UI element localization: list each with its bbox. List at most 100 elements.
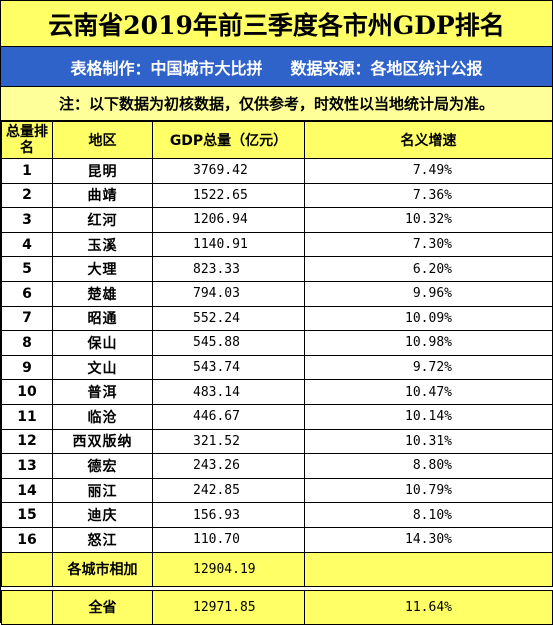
- growth-cell: 9.72%: [304, 354, 553, 381]
- subtotal-label: 各城市相加: [52, 551, 153, 587]
- table-row: 10 普洱 483.14 10.47%: [1, 379, 553, 405]
- table-row: 16 怒江 110.70 14.30%: [1, 526, 553, 553]
- region-cell: 文山: [52, 354, 153, 381]
- rank-cell: 11: [1, 403, 53, 430]
- region-cell: 昆明: [52, 158, 153, 184]
- total-label: 全省: [52, 589, 153, 625]
- growth-cell: 10.79%: [304, 477, 553, 504]
- rank-cell: 13: [1, 453, 53, 479]
- growth-cell: 10.47%: [304, 379, 553, 405]
- gdp-cell: 823.33: [152, 256, 305, 282]
- gdp-cell: 243.26: [152, 453, 305, 479]
- table-row: 6 楚雄 794.03 9.96%: [1, 280, 553, 307]
- growth-cell: 8.80%: [304, 453, 553, 479]
- table-row: 5 大理 823.33 6.20%: [1, 256, 553, 282]
- rank-cell: 14: [1, 477, 53, 504]
- table-header-row: 总量排名 地区 GDP总量（亿元） 名义增速: [1, 121, 553, 159]
- header-region: 地区: [52, 121, 153, 159]
- region-cell: 临沧: [52, 403, 153, 430]
- rank-cell: 9: [1, 354, 53, 381]
- disclaimer-note: 注：以下数据为初核数据，仅供参考，时效性以当地统计局为准。: [1, 87, 552, 121]
- gdp-cell: 1140.91: [152, 231, 305, 258]
- table-row: 1 昆明 3769.42 7.49%: [1, 158, 553, 184]
- growth-cell: 10.09%: [304, 305, 553, 332]
- growth-cell: 6.20%: [304, 256, 553, 282]
- growth-cell: 9.96%: [304, 280, 553, 307]
- rank-cell: 1: [1, 158, 53, 184]
- rank-cell: 2: [1, 182, 53, 209]
- gdp-cell: 552.24: [152, 305, 305, 332]
- gdp-cell: 156.93: [152, 502, 305, 528]
- growth-cell: 10.31%: [304, 428, 553, 455]
- gdp-cell: 446.67: [152, 403, 305, 430]
- growth-cell: 10.98%: [304, 330, 553, 356]
- gdp-cell: 483.14: [152, 379, 305, 405]
- rank-cell: 4: [1, 231, 53, 258]
- table-row: 8 保山 545.88 10.98%: [1, 330, 553, 356]
- table-row: 7 昭通 552.24 10.09%: [1, 305, 553, 332]
- table-row: 14 丽江 242.85 10.79%: [1, 477, 553, 504]
- region-cell: 保山: [52, 330, 153, 356]
- region-cell: 红河: [52, 207, 153, 233]
- table-body: 1 昆明 3769.42 7.49% 2 曲靖 1522.65 7.36% 3 红河 1206.94…: [1, 158, 553, 553]
- rank-cell: 5: [1, 256, 53, 282]
- region-cell: 大理: [52, 256, 153, 282]
- credit-bar: 表格制作：中国城市大比拼 数据来源：各地区统计公报: [1, 47, 552, 87]
- rank-cell: 10: [1, 379, 53, 405]
- subtotal-growth: [304, 551, 553, 587]
- region-cell: 迪庆: [52, 502, 153, 528]
- total-rank-cell: [1, 589, 53, 625]
- table-row: 9 文山 543.74 9.72%: [1, 354, 553, 381]
- growth-cell: 7.30%: [304, 231, 553, 258]
- table-row: 15 迪庆 156.93 8.10%: [1, 502, 553, 528]
- growth-cell: 10.14%: [304, 403, 553, 430]
- rank-cell: 16: [1, 526, 53, 553]
- gdp-cell: 794.03: [152, 280, 305, 307]
- gdp-cell: 242.85: [152, 477, 305, 504]
- gdp-cell: 543.74: [152, 354, 305, 381]
- rank-cell: 8: [1, 330, 53, 356]
- header-gdp: GDP总量（亿元）: [152, 121, 305, 159]
- gdp-table: 总量排名 地区 GDP总量（亿元） 名义增速 1 昆明 3769.42 7.49% 2 曲…: [1, 121, 553, 625]
- header-rank: 总量排名: [1, 121, 53, 159]
- gdp-cell: 1522.65: [152, 182, 305, 209]
- gdp-cell: 321.52: [152, 428, 305, 455]
- growth-cell: 14.30%: [304, 526, 553, 553]
- rank-cell: 7: [1, 305, 53, 332]
- rank-cell: 15: [1, 502, 53, 528]
- rank-cell: 3: [1, 207, 53, 233]
- gdp-cell: 545.88: [152, 330, 305, 356]
- table-row: 11 临沧 446.67 10.14%: [1, 403, 553, 430]
- subtotal-rank-cell: [1, 551, 53, 587]
- region-cell: 丽江: [52, 477, 153, 504]
- rank-cell: 12: [1, 428, 53, 455]
- gdp-cell: 3769.42: [152, 158, 305, 184]
- table-row: 12 西双版纳 321.52 10.31%: [1, 428, 553, 455]
- region-cell: 曲靖: [52, 182, 153, 209]
- table-row: 4 玉溪 1140.91 7.30%: [1, 231, 553, 258]
- region-cell: 普洱: [52, 379, 153, 405]
- total-gdp: 12971.85: [152, 589, 305, 625]
- data-source-label: 数据来源：各地区统计公报: [290, 58, 483, 78]
- region-cell: 昭通: [52, 305, 153, 332]
- growth-cell: 7.49%: [304, 158, 553, 184]
- subtotal-gdp: 12904.19: [152, 551, 305, 587]
- region-cell: 玉溪: [52, 231, 153, 258]
- region-cell: 德宏: [52, 453, 153, 479]
- gdp-cell: 1206.94: [152, 207, 305, 233]
- table-row: 3 红河 1206.94 10.32%: [1, 207, 553, 233]
- total-growth: 11.64%: [304, 589, 553, 625]
- gdp-cell: 110.70: [152, 526, 305, 553]
- table-row: 2 曲靖 1522.65 7.36%: [1, 182, 553, 209]
- header-growth: 名义增速: [304, 121, 553, 159]
- growth-cell: 7.36%: [304, 182, 553, 209]
- region-cell: 怒江: [52, 526, 153, 553]
- page-title: 云南省2019年前三季度各市州GDP排名: [1, 1, 552, 47]
- region-cell: 楚雄: [52, 280, 153, 307]
- region-cell: 西双版纳: [52, 428, 153, 455]
- table-row: 13 德宏 243.26 8.80%: [1, 453, 553, 479]
- table-maker-label: 表格制作：中国城市大比拼: [70, 58, 263, 78]
- subtotal-row: 各城市相加 12904.19: [1, 551, 553, 587]
- rank-cell: 6: [1, 280, 53, 307]
